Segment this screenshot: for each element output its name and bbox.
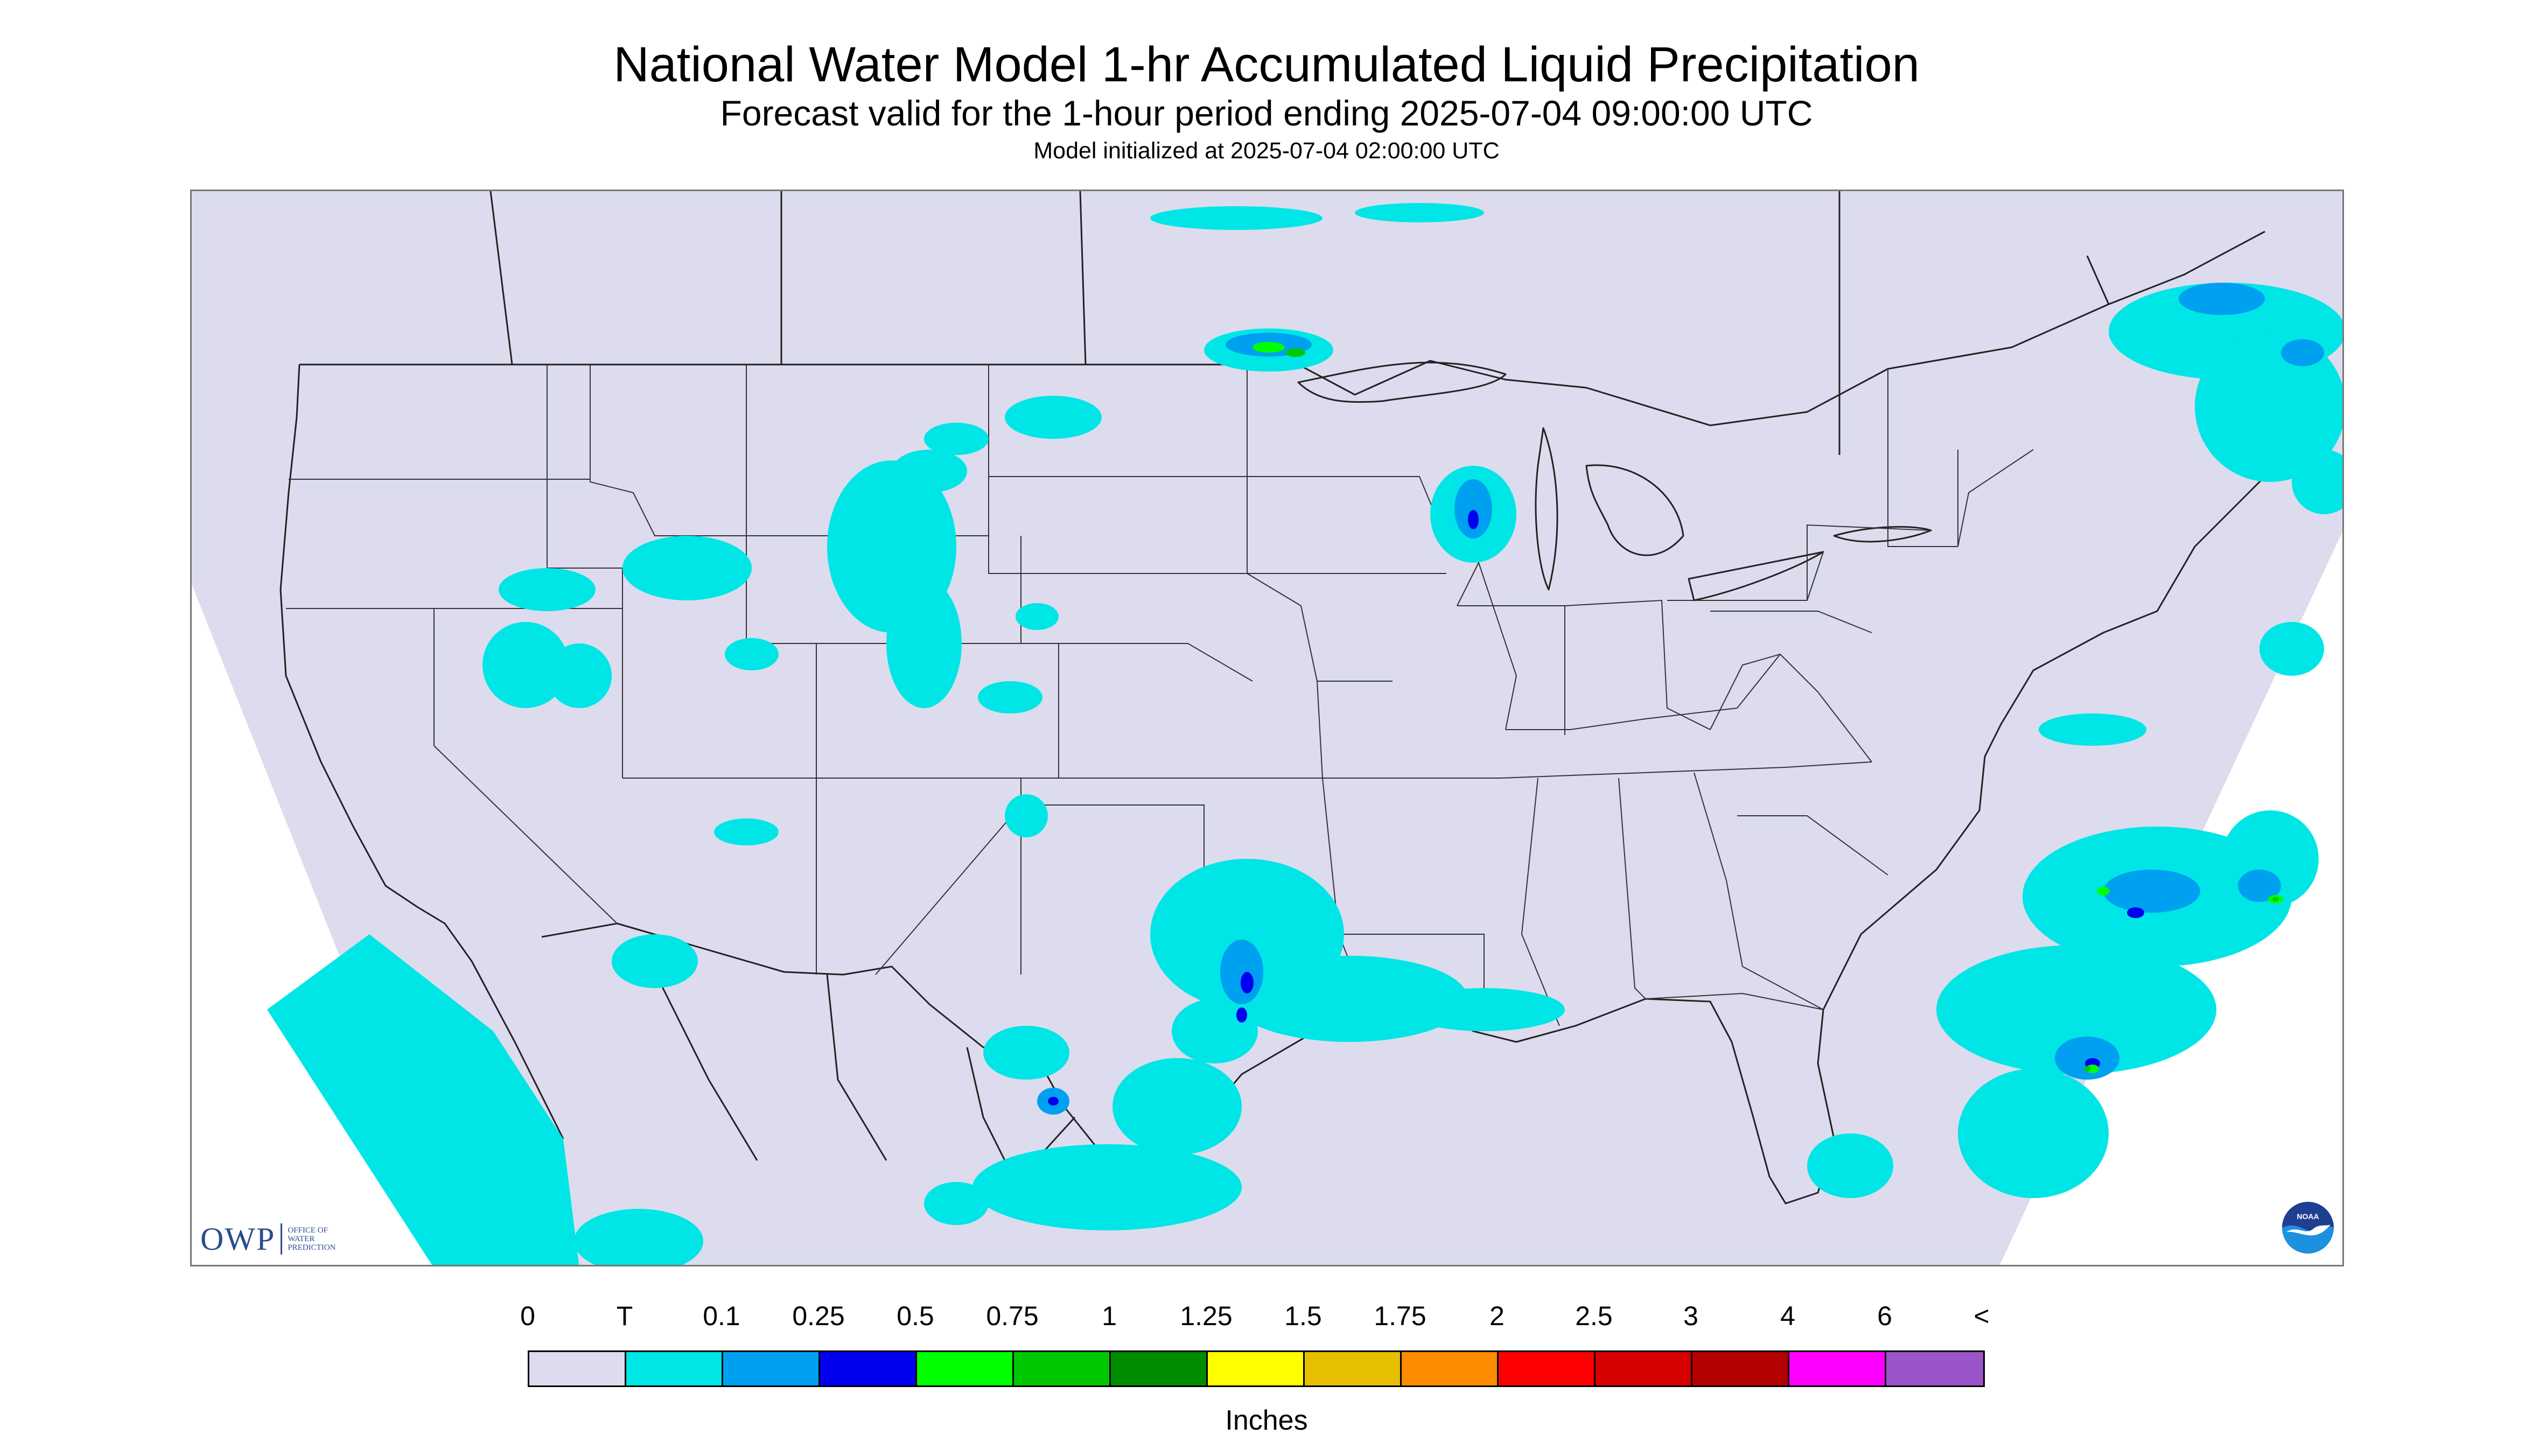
us-mexico-border (541, 922, 1161, 1199)
legend-label: 0.5 (897, 1301, 934, 1331)
legend-label: 3 (1683, 1301, 1698, 1331)
map-canvas (192, 191, 2342, 1265)
legend-swatch (1596, 1352, 1692, 1385)
legend-label: 1.5 (1284, 1301, 1322, 1331)
legend-label: 0 (520, 1301, 535, 1331)
legend-label: T (616, 1301, 633, 1331)
legend-label: < (1974, 1301, 1990, 1331)
legend-swatch (917, 1352, 1014, 1385)
legend-label: 0.75 (986, 1301, 1039, 1331)
lake-michigan (1535, 427, 1558, 591)
legend-label: 1.75 (1374, 1301, 1426, 1331)
legend-labels: 0 T 0.1 0.25 0.5 0.75 1 1.25 1.5 1.75 2 2.5 3 4 6 < (0, 1300, 2533, 1338)
legend-label: 6 (1877, 1301, 1892, 1331)
legend-swatch (820, 1352, 917, 1385)
legend-swatch (1692, 1352, 1789, 1385)
map-title: National Water Model 1-hr Accumulated Li… (613, 37, 1920, 92)
legend-label: 1.25 (1180, 1301, 1233, 1331)
legend-swatch (529, 1352, 626, 1385)
model-init-line: Model initialized at 2025-07-04 02:00:00… (1033, 138, 1500, 164)
owp-logo-mark: OWP (200, 1221, 276, 1257)
legend-swatch (1208, 1352, 1305, 1385)
legend-label: 2 (1489, 1301, 1505, 1331)
owp-logo-line: OFFICE OF (288, 1226, 328, 1235)
precip-0.1 (1037, 283, 2324, 1115)
noaa-logo-icon: NOAA (2282, 1202, 2334, 1254)
owp-logo-line: PREDICTION (288, 1243, 336, 1252)
pacific-coastline (279, 364, 564, 1139)
precip-trace (267, 203, 2342, 1265)
owp-logo-text: OFFICE OF WATER PREDICTION (288, 1226, 352, 1252)
province-line (2086, 255, 2110, 305)
legend-label: 1 (1102, 1301, 1117, 1331)
atlantic-coastline (1822, 416, 2325, 1010)
legend-swatch (1789, 1352, 1886, 1385)
legend-swatch (1111, 1352, 1208, 1385)
mexico-state-line (654, 971, 758, 1161)
precip-0.75 (1286, 348, 2279, 1072)
lake-huron (1585, 464, 1684, 556)
legend-swatch (1305, 1352, 1402, 1385)
lake-superior (1297, 361, 1507, 403)
precipitation-map (190, 190, 2344, 1266)
model-domain (192, 191, 2342, 1265)
legend-colorbar (528, 1350, 1985, 1387)
noaa-logo-text: NOAA (2297, 1212, 2319, 1221)
legend-swatch (1499, 1352, 1596, 1385)
legend-swatch (1014, 1352, 1111, 1385)
legend-swatch (1886, 1352, 1983, 1385)
forecast-valid-subtitle: Forecast valid for the 1-hour period end… (720, 93, 1813, 133)
owp-logo: OWP OFFICE OF WATER PREDICTION (200, 1220, 352, 1258)
legend-label: 2.5 (1575, 1301, 1613, 1331)
legend-units-label: Inches (1225, 1405, 1308, 1436)
owp-logo-divider (281, 1223, 283, 1255)
legend-label: 0.1 (703, 1301, 740, 1331)
legend-swatch (723, 1352, 820, 1385)
province-line (489, 191, 513, 365)
legend-label: 4 (1780, 1301, 1795, 1331)
legend-swatch (626, 1352, 723, 1385)
province-line (1079, 191, 1087, 365)
mexico-state-line (826, 974, 887, 1161)
legend-label: 0.25 (792, 1301, 845, 1331)
owp-logo-line: WATER (288, 1235, 315, 1243)
us-canada-border (299, 230, 2265, 426)
legend-swatch (1402, 1352, 1499, 1385)
